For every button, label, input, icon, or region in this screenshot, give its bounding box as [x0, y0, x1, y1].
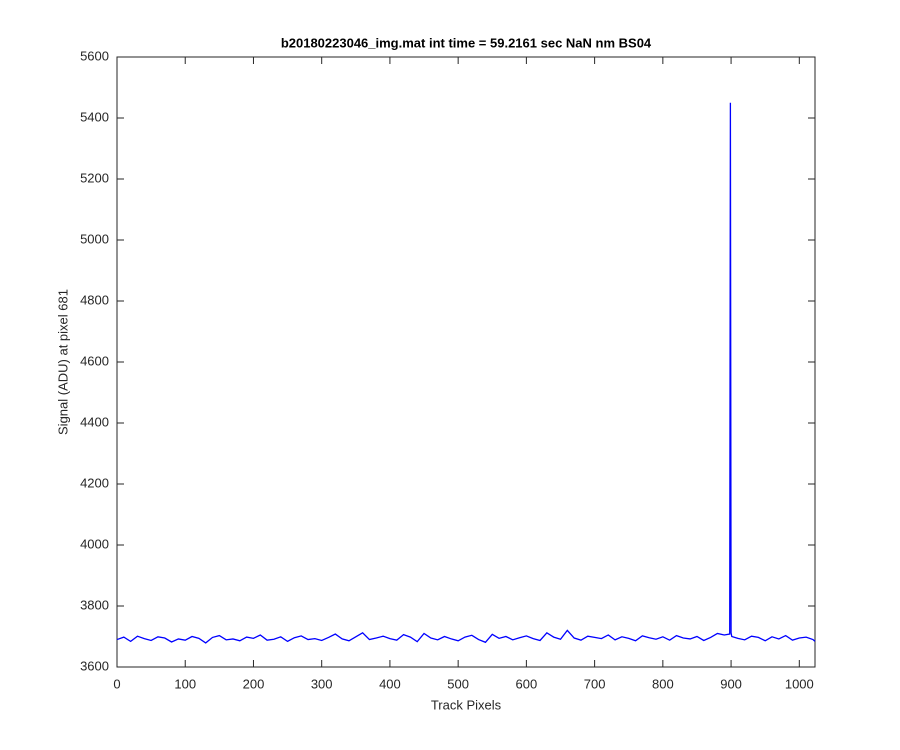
x-tick-label: 900 — [720, 676, 742, 691]
y-tick-label: 4200 — [80, 475, 109, 490]
y-tick-label: 3800 — [80, 597, 109, 612]
y-tick-label: 5200 — [80, 170, 109, 185]
chart-title: b20180223046_img.mat int time = 59.2161 … — [281, 35, 652, 50]
x-tick-label: 800 — [652, 676, 674, 691]
x-tick-label: 100 — [174, 676, 196, 691]
y-tick-label: 4800 — [80, 292, 109, 307]
x-tick-label: 300 — [311, 676, 333, 691]
y-tick-label: 5600 — [80, 48, 109, 63]
x-tick-label: 700 — [584, 676, 606, 691]
x-tick-label: 0 — [113, 676, 120, 691]
y-tick-label: 4400 — [80, 414, 109, 429]
y-axis-label: Signal (ADU) at pixel 681 — [55, 289, 70, 435]
plot-area — [116, 56, 816, 668]
y-tick-label: 4600 — [80, 353, 109, 368]
y-tick-label: 5000 — [80, 231, 109, 246]
x-tick-label: 600 — [516, 676, 538, 691]
x-tick-label: 500 — [447, 676, 469, 691]
data-line — [116, 102, 816, 644]
y-tick-label: 4000 — [80, 536, 109, 551]
y-tick-label: 3600 — [80, 658, 109, 673]
y-tick-label: 5400 — [80, 109, 109, 124]
x-tick-label: 1000 — [785, 676, 814, 691]
x-tick-label: 200 — [243, 676, 265, 691]
x-axis-label: Track Pixels — [431, 697, 502, 712]
x-tick-label: 400 — [379, 676, 401, 691]
